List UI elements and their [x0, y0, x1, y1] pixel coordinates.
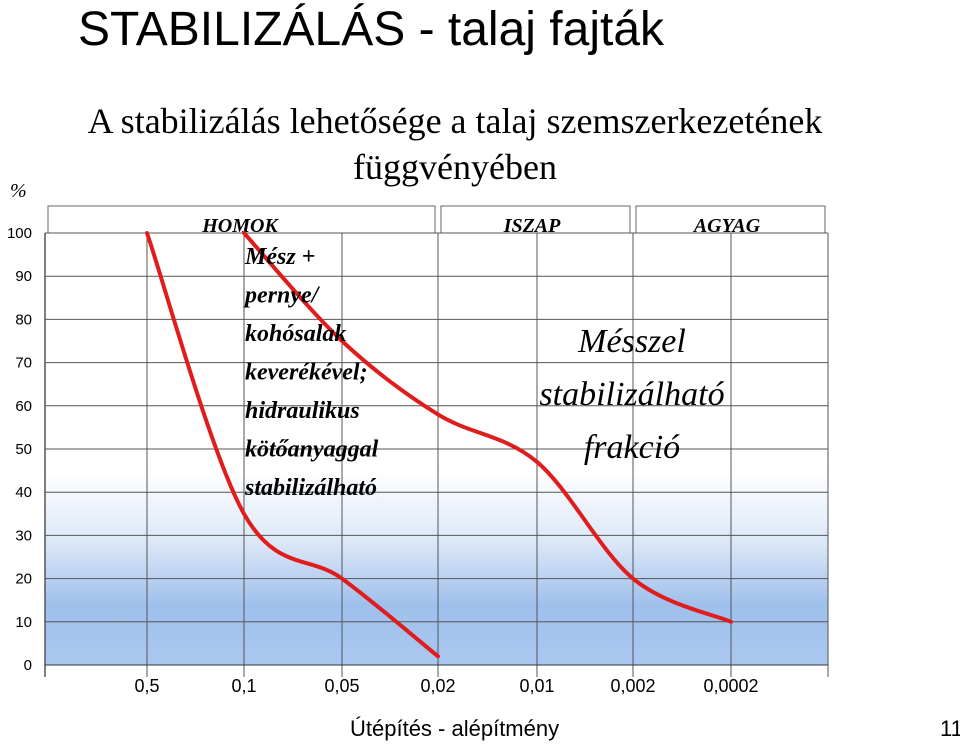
zone-label: HOMOK: [201, 215, 279, 237]
zone-headers: HOMOK ISZAP AGYAG: [47, 205, 826, 237]
subtitle-line-1: A stabilizálás lehetősége a talaj szemsz…: [87, 101, 823, 141]
annotation-left-line: pernye/: [243, 283, 321, 309]
y-tick-label: 90: [15, 268, 32, 285]
zone-label: ISZAP: [503, 215, 561, 237]
y-tick-label: 20: [15, 571, 32, 588]
slide-title: STABILIZÁLÁS - talaj fajták: [78, 3, 665, 56]
annotation-left-line: Mész +: [244, 244, 315, 270]
series: [145, 231, 733, 659]
x-tick-label: 0,01: [519, 676, 554, 696]
annotation-left-line: stabilizálható: [244, 475, 377, 501]
series-line: [145, 231, 440, 659]
zone-box: [635, 205, 826, 234]
x-tick-label: 0,5: [134, 676, 159, 696]
zone-box: [47, 205, 436, 234]
slide-subtitle: A stabilizálás lehetősége a talaj szemsz…: [0, 98, 910, 190]
y-tick-label: 80: [15, 311, 32, 328]
y-axis-unit-label: %: [10, 180, 27, 202]
annotation-left-line: keverékével;: [245, 360, 368, 386]
annotation-right-line: stabilizálható: [539, 376, 724, 413]
x-tick-label: 0,0002: [703, 676, 758, 696]
annotation-left-line: kohósalak: [245, 321, 346, 347]
x-tick-label: 0,02: [420, 676, 455, 696]
annotations: Mész + pernye/kohósalak keverékével; hidrau…: [243, 244, 725, 501]
x-tick-label: 0,002: [610, 676, 655, 696]
annotation-right-line: frakció: [584, 429, 680, 466]
x-tick-label: 0,05: [324, 676, 359, 696]
axes: 0 10 20 30 40 50 60 70 80 90 100 0,5 0,1 0,05 0,02 0,01…: [7, 225, 759, 696]
zone-label: AGYAG: [692, 215, 761, 237]
y-tick-label: 100: [7, 225, 32, 242]
annotation-right-line: Mésszel: [577, 323, 686, 360]
y-tick-label: 50: [15, 441, 32, 458]
x-tick-label: 0,1: [231, 676, 256, 696]
annotation-left-line: hidraulikus: [245, 398, 360, 424]
y-tick-label: 60: [15, 398, 32, 415]
y-tick-label: 0: [24, 657, 32, 674]
y-tick-label: 40: [15, 484, 32, 501]
page-number: 11: [940, 716, 960, 741]
zone-box: [440, 205, 631, 234]
annotation-left-line: kötőanyaggal: [245, 437, 379, 463]
slide-footer: Útépítés - alépítmény: [350, 716, 560, 741]
y-tick-label: 30: [15, 527, 32, 544]
y-tick-label: 70: [15, 355, 32, 372]
subtitle-line-2: függvényében: [353, 147, 557, 187]
series-line: [242, 231, 733, 624]
y-tick-label: 10: [15, 614, 32, 631]
